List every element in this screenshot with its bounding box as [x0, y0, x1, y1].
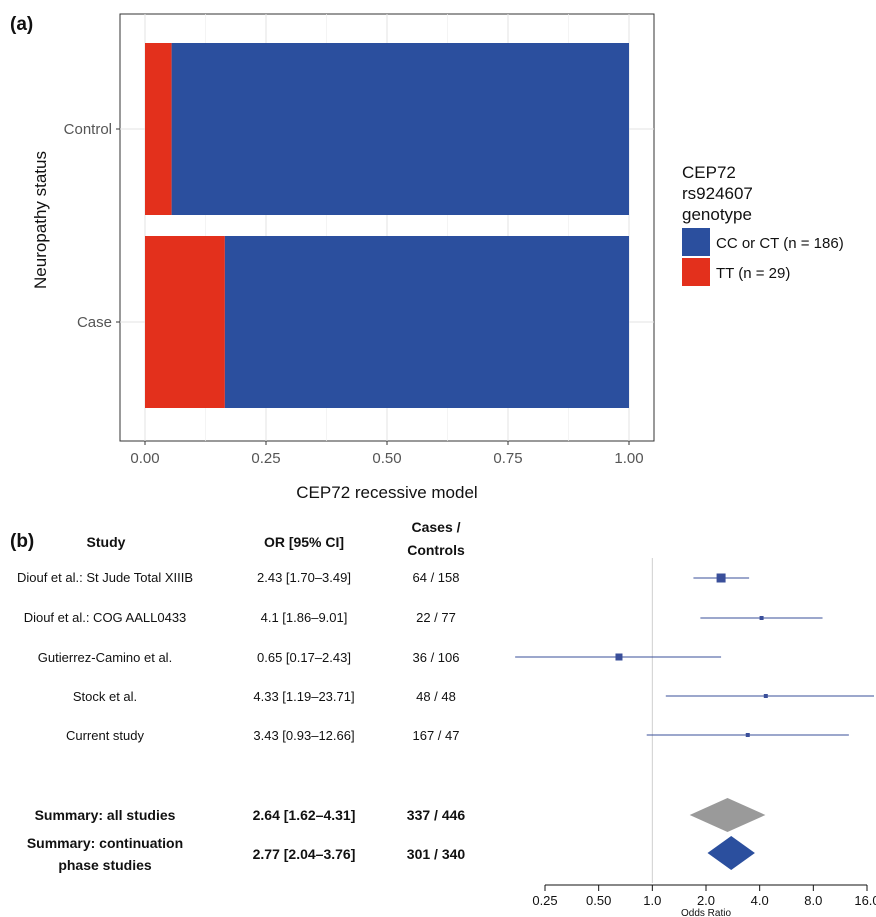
- y-tick-label: Case: [77, 314, 112, 331]
- row-or: 4.33 [1.19–23.71]: [253, 689, 354, 704]
- x-tick-label: 1.00: [614, 450, 643, 467]
- forest-x-tick-label: 1.0: [643, 893, 661, 908]
- table-header-study: Study: [87, 534, 126, 550]
- row-or: 2.43 [1.70–3.49]: [257, 570, 351, 585]
- point-estimate: [763, 694, 768, 698]
- point-estimate: [759, 616, 764, 620]
- x-axis-title: CEP72 recessive model: [296, 483, 477, 502]
- y-tick-label: Control: [64, 121, 112, 138]
- bar-control-cc-or-ct: [171, 43, 629, 215]
- stacked-bar-chart: Control Case 0.00 0.25 0.50 0.75 1.00: [64, 13, 655, 467]
- row-cases: 167 / 47: [413, 728, 460, 743]
- y-axis-title: Neuropathy status: [31, 151, 50, 289]
- x-tick-label: 0.25: [251, 450, 280, 467]
- row-cases: 36 / 106: [413, 650, 460, 665]
- row-study: Gutierrez-Camino et al.: [38, 650, 172, 665]
- row-cases: 64 / 158: [413, 570, 460, 585]
- row-study: Current study: [66, 728, 145, 743]
- forest-table: Diouf et al.: St Jude Total XIIIB 2.43 [1…: [17, 570, 465, 873]
- x-tick-label: 0.50: [372, 450, 401, 467]
- summary-or: 2.64 [1.62–4.31]: [253, 807, 356, 823]
- x-tick-label: 0.00: [130, 450, 159, 467]
- table-header-cases-line2: Controls: [407, 542, 465, 558]
- summary-label: phase studies: [58, 857, 152, 873]
- row-cases: 48 / 48: [416, 689, 456, 704]
- forest-x-tick-label: 2.0: [697, 893, 715, 908]
- point-estimate: [745, 733, 750, 737]
- legend-swatch: [682, 258, 710, 286]
- legend-title-line: genotype: [682, 205, 752, 224]
- forest-x-tick-label: 0.25: [532, 893, 557, 908]
- forest-x-tick-label: 8.0: [804, 893, 822, 908]
- row-study: Diouf et al.: COG AALL0433: [24, 610, 187, 625]
- point-estimate: [615, 653, 623, 661]
- forest-x-tick-label: 16.0: [854, 893, 876, 908]
- x-tick-label: 0.75: [493, 450, 522, 467]
- legend-label: CC or CT (n = 186): [716, 235, 844, 252]
- table-header-or: OR [95% CI]: [264, 534, 344, 550]
- forest-x-axis-title: Odds Ratio: [681, 908, 731, 917]
- summary-label: Summary: all studies: [35, 807, 176, 823]
- summary-or: 2.77 [2.04–3.76]: [253, 846, 356, 862]
- summary-diamond: [707, 836, 755, 870]
- table-header-cases-line1: Cases /: [411, 519, 460, 535]
- bar-case-cc-or-ct: [224, 236, 630, 408]
- panel-b-label: (b): [10, 531, 34, 552]
- bar-control-tt: [145, 43, 172, 215]
- row-or: 0.65 [0.17–2.43]: [257, 650, 351, 665]
- row-or: 4.1 [1.86–9.01]: [261, 610, 348, 625]
- legend-title-line: rs924607: [682, 184, 753, 203]
- row-or: 3.43 [0.93–12.66]: [253, 728, 354, 743]
- legend-swatch: [682, 228, 710, 256]
- forest-x-tick-label: 4.0: [751, 893, 769, 908]
- row-study: Diouf et al.: St Jude Total XIIIB: [17, 570, 193, 585]
- legend: CEP72 rs924607 genotype CC or CT (n = 186) T…: [682, 163, 844, 286]
- bar-case-tt: [145, 236, 225, 408]
- forest-x-tick-label: 0.50: [586, 893, 611, 908]
- row-cases: 22 / 77: [416, 610, 456, 625]
- summary-cases: 301 / 340: [407, 846, 466, 862]
- summary-label: Summary: continuation: [27, 835, 183, 851]
- summary-diamond: [689, 798, 766, 832]
- forest-plot: 0.25 0.50 1.0 2.0 4.0 8.0 16.0 Odds Ratio: [515, 558, 876, 917]
- point-estimate: [716, 573, 726, 583]
- summary-cases: 337 / 446: [407, 807, 466, 823]
- panel-a-label: (a): [10, 14, 33, 35]
- legend-title-line: CEP72: [682, 163, 736, 182]
- legend-label: TT (n = 29): [716, 265, 790, 282]
- row-study: Stock et al.: [73, 689, 137, 704]
